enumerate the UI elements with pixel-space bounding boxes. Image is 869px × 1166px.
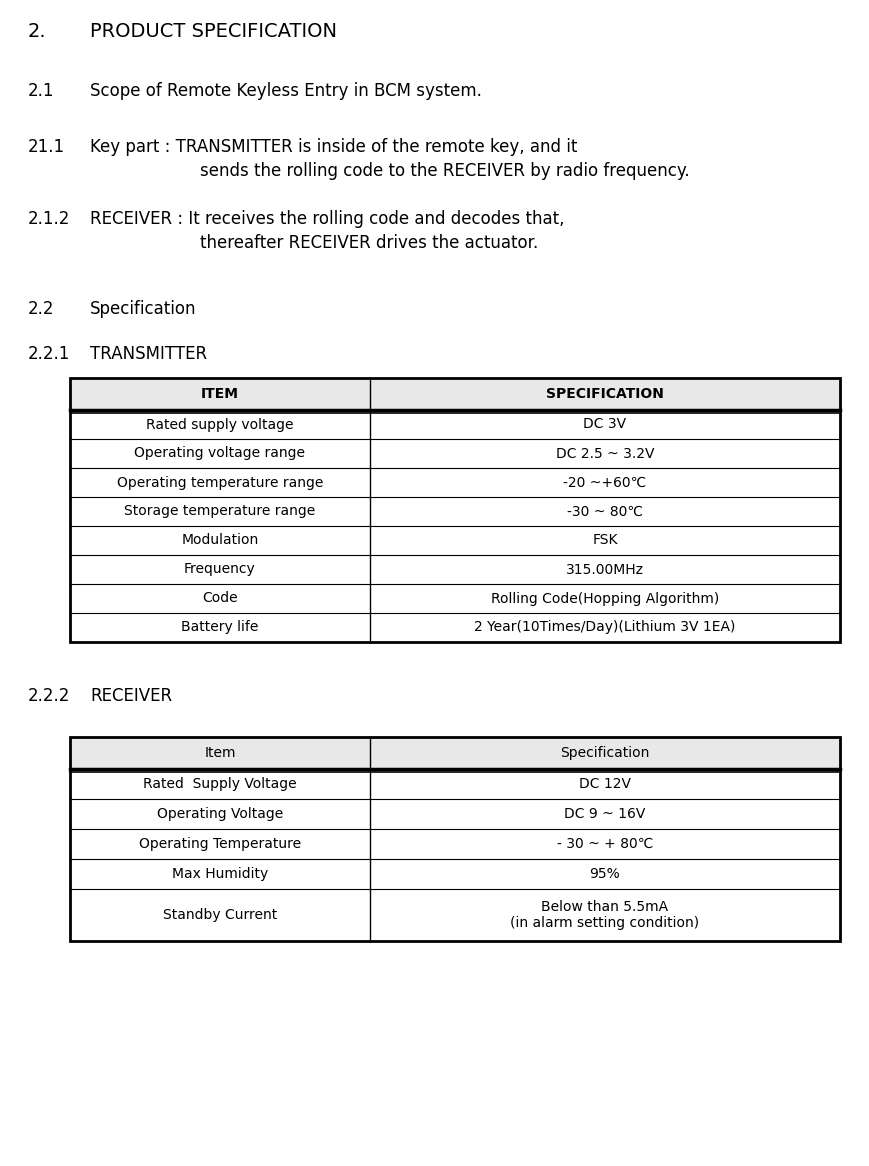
Text: Item: Item — [204, 746, 235, 760]
Bar — [70, 378, 839, 642]
Text: RECEIVER: RECEIVER — [90, 687, 172, 705]
Text: 2 Year(10Times/Day)(Lithium 3V 1EA): 2 Year(10Times/Day)(Lithium 3V 1EA) — [474, 620, 735, 634]
Text: FSK: FSK — [592, 534, 617, 548]
Text: 2.: 2. — [28, 22, 47, 41]
Bar — [70, 378, 839, 410]
Text: 21.1: 21.1 — [28, 138, 65, 156]
Text: 2.2.2: 2.2.2 — [28, 687, 70, 705]
Text: Scope of Remote Keyless Entry in BCM system.: Scope of Remote Keyless Entry in BCM sys… — [90, 82, 481, 100]
Text: Rated supply voltage: Rated supply voltage — [146, 417, 294, 431]
Text: 95%: 95% — [589, 868, 620, 881]
Text: Modulation: Modulation — [181, 534, 258, 548]
Text: Specification: Specification — [560, 746, 649, 760]
Text: Rolling Code(Hopping Algorithm): Rolling Code(Hopping Algorithm) — [490, 591, 719, 605]
Text: ITEM: ITEM — [201, 387, 239, 401]
Text: 2.1: 2.1 — [28, 82, 55, 100]
Text: Code: Code — [202, 591, 237, 605]
Bar — [70, 737, 839, 941]
Text: -20 ~+60℃: -20 ~+60℃ — [563, 476, 646, 490]
Text: Operating voltage range: Operating voltage range — [135, 447, 305, 461]
Text: Key part : TRANSMITTER is inside of the remote key, and it: Key part : TRANSMITTER is inside of the … — [90, 138, 577, 156]
Text: 315.00MHz: 315.00MHz — [566, 562, 643, 576]
Text: RECEIVER : It receives the rolling code and decodes that,: RECEIVER : It receives the rolling code … — [90, 210, 564, 229]
Text: PRODUCT SPECIFICATION: PRODUCT SPECIFICATION — [90, 22, 336, 41]
Text: DC 9 ~ 16V: DC 9 ~ 16V — [564, 807, 645, 821]
Text: Operating temperature range: Operating temperature range — [116, 476, 322, 490]
Text: - 30 ~ + 80℃: - 30 ~ + 80℃ — [556, 837, 653, 851]
Text: Frequency: Frequency — [184, 562, 255, 576]
Bar — [70, 737, 839, 770]
Text: Max Humidity: Max Humidity — [172, 868, 268, 881]
Text: thereafter RECEIVER drives the actuator.: thereafter RECEIVER drives the actuator. — [200, 234, 538, 252]
Text: Operating Voltage: Operating Voltage — [156, 807, 282, 821]
Text: TRANSMITTER: TRANSMITTER — [90, 345, 207, 363]
Text: Operating Temperature: Operating Temperature — [139, 837, 301, 851]
Text: Battery life: Battery life — [181, 620, 258, 634]
Text: 2.2.1: 2.2.1 — [28, 345, 70, 363]
Text: DC 3V: DC 3V — [583, 417, 626, 431]
Text: DC 12V: DC 12V — [579, 777, 630, 791]
Text: Standby Current: Standby Current — [163, 908, 277, 922]
Text: 2.1.2: 2.1.2 — [28, 210, 70, 229]
Text: Storage temperature range: Storage temperature range — [124, 505, 315, 519]
Text: Below than 5.5mA: Below than 5.5mA — [541, 900, 667, 914]
Text: -30 ~ 80℃: -30 ~ 80℃ — [567, 505, 642, 519]
Text: Specification: Specification — [90, 300, 196, 318]
Text: DC 2.5 ~ 3.2V: DC 2.5 ~ 3.2V — [555, 447, 653, 461]
Text: sends the rolling code to the RECEIVER by radio frequency.: sends the rolling code to the RECEIVER b… — [200, 162, 689, 180]
Text: SPECIFICATION: SPECIFICATION — [546, 387, 663, 401]
Text: Rated  Supply Voltage: Rated Supply Voltage — [143, 777, 296, 791]
Text: (in alarm setting condition): (in alarm setting condition) — [510, 915, 699, 929]
Text: 2.2: 2.2 — [28, 300, 55, 318]
